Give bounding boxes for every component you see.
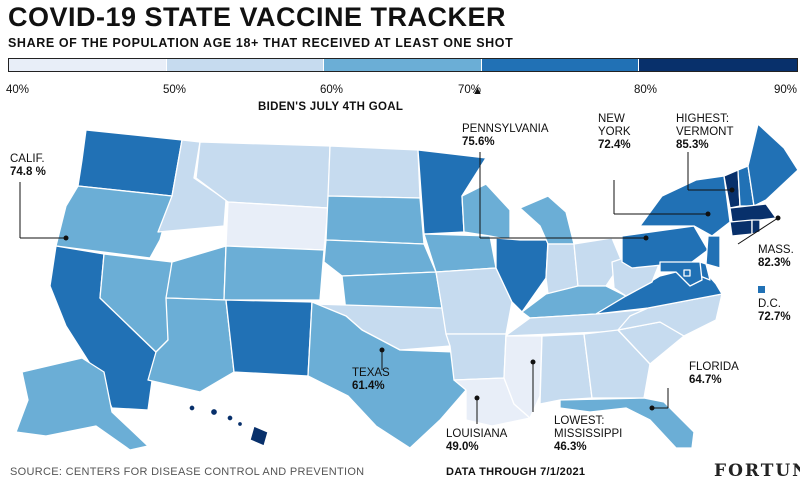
legend-tick-90: 90% <box>774 84 798 96</box>
legend-tick-60: 60% <box>320 84 344 96</box>
vermont-value: 85.3% <box>676 139 709 151</box>
legend-bin-70-80 <box>481 59 640 71</box>
louisiana-name: LOUISIANA <box>446 428 508 440</box>
brand-logo: FORTUNE <box>714 461 800 481</box>
state-south-dakota <box>325 195 425 245</box>
mississippi-value: 46.3% <box>554 441 587 453</box>
page-subtitle: SHARE OF THE POPULATION AGE 18+ THAT REC… <box>8 36 514 50</box>
florida-name: FLORIDA <box>689 361 739 373</box>
new-york-value: 72.4% <box>598 139 631 151</box>
annotation-louisiana: LOUISIANA 49.0% <box>446 428 507 454</box>
texas-value: 61.4% <box>352 380 385 392</box>
dc-name: D.C. <box>758 298 781 310</box>
state-illinois <box>495 237 549 313</box>
state-massachusetts <box>729 203 777 223</box>
state-alaska <box>15 357 149 451</box>
state-iowa <box>423 233 497 273</box>
louisiana-value: 49.0% <box>446 441 479 453</box>
color-scale-legend <box>8 58 798 72</box>
mass-name: MASS. <box>758 244 794 256</box>
annotation-mississippi: LOWEST: MISSISSIPPI 46.3% <box>554 415 622 454</box>
annotation-calif: CALIF. 74.8 % <box>10 153 46 179</box>
legend-tick-80: 80% <box>634 84 658 96</box>
pennsylvania-name: PENNSYLVANIA <box>462 123 549 135</box>
annotation-texas: TEXAS 61.4% <box>352 367 390 393</box>
state-washington <box>77 129 183 197</box>
annotation-new-york: NEW YORK 72.4% <box>598 113 631 152</box>
legend-tick-50: 50% <box>163 84 187 96</box>
state-new-mexico <box>225 299 313 377</box>
legend-tick-40: 40% <box>6 84 30 96</box>
vermont-name-1: HIGHEST: <box>676 113 730 125</box>
annotation-mass: MASS. 82.3% <box>758 244 794 270</box>
new-york-name-2: YORK <box>598 126 631 138</box>
goal-label: BIDEN'S JULY 4TH GOAL <box>258 101 404 113</box>
goal-arrow-icon: ▲ <box>472 85 483 97</box>
dc-swatch <box>758 286 765 293</box>
state-wyoming <box>225 201 329 251</box>
mississippi-name-2: MISSISSIPPI <box>554 428 623 440</box>
state-arkansas <box>445 333 507 381</box>
source-note: SOURCE: CENTERS FOR DISEASE CONTROL AND … <box>10 466 365 478</box>
state-maine <box>747 123 799 207</box>
state-florida <box>559 397 695 449</box>
legend-bin-40-50 <box>9 59 167 71</box>
mass-value: 82.3% <box>758 257 791 269</box>
pennsylvania-value: 75.6% <box>462 136 495 148</box>
legend-bin-80-90 <box>639 59 797 71</box>
state-indiana <box>545 243 579 295</box>
legend-tick-70: 70% <box>458 84 482 96</box>
state-alabama <box>539 333 593 405</box>
state-nebraska <box>323 239 437 277</box>
page-title: COVID-19 STATE VACCINE TRACKER <box>8 2 507 32</box>
state-michigan <box>519 195 575 245</box>
annotation-florida: FLORIDA 64.7% <box>689 361 739 387</box>
legend-bin-60-70 <box>324 59 482 71</box>
calif-name: CALIF. <box>10 153 45 165</box>
state-oregon <box>55 185 173 259</box>
annotation-vermont: HIGHEST: VERMONT 85.3% <box>676 113 734 152</box>
legend-bin-50-60 <box>166 59 325 71</box>
texas-name: TEXAS <box>352 367 390 379</box>
state-maryland <box>659 261 703 287</box>
state-connecticut <box>729 219 753 237</box>
calif-value: 74.8 % <box>10 166 46 178</box>
state-dc <box>683 269 691 277</box>
state-new-york <box>639 175 731 237</box>
florida-value: 64.7% <box>689 374 722 386</box>
state-utah <box>165 245 227 301</box>
vermont-name-2: VERMONT <box>676 126 734 138</box>
state-wisconsin <box>461 183 511 241</box>
state-hawaii <box>188 404 269 447</box>
new-york-name-1: NEW <box>598 113 625 125</box>
annotation-dc: D.C. 72.7% <box>758 298 791 324</box>
data-through-note: DATA THROUGH 7/1/2021 <box>446 466 586 478</box>
state-north-dakota <box>327 145 421 199</box>
dc-value: 72.7% <box>758 311 791 323</box>
mississippi-name-1: LOWEST: <box>554 415 605 427</box>
state-texas <box>307 301 467 449</box>
state-new-jersey <box>705 235 721 269</box>
annotation-pennsylvania: PENNSYLVANIA 75.6% <box>462 123 549 149</box>
state-north-carolina <box>617 293 723 337</box>
state-colorado <box>223 245 325 301</box>
